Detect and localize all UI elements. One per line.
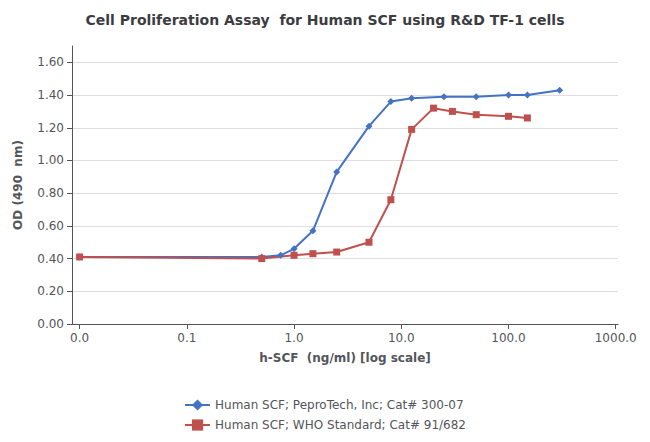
svg-text:h-SCF (ng/ml) [log scale]: h-SCF (ng/ml) [log scale] [259,351,431,365]
svg-text:0.80: 0.80 [37,186,64,200]
svg-text:1.00: 1.00 [37,153,64,167]
svg-text:100.0: 100.0 [491,331,525,345]
svg-text:0.00: 0.00 [37,317,64,331]
svg-text:0.40: 0.40 [37,252,64,266]
svg-text:10.0: 10.0 [388,331,415,345]
svg-text:Human SCF; PeproTech, Inc; Cat: Human SCF; PeproTech, Inc; Cat# 300-07 [215,398,464,412]
svg-text:1.0: 1.0 [284,331,303,345]
svg-text:Human SCF; WHO Standard; Cat#: Human SCF; WHO Standard; Cat# 91/682 [215,418,466,432]
svg-text:0.60: 0.60 [37,219,64,233]
svg-text:1.40: 1.40 [37,88,64,102]
svg-text:1.60: 1.60 [37,55,64,69]
svg-text:0.20: 0.20 [37,284,64,298]
svg-text:1.20: 1.20 [37,121,64,135]
svg-text:OD (490 nm): OD (490 nm) [11,140,25,230]
svg-text:0.0: 0.0 [70,331,89,345]
svg-text:1000.0: 1000.0 [595,331,637,345]
svg-text:0.1: 0.1 [177,331,196,345]
svg-text:Cell Proliferation Assay for: Cell Proliferation Assay for Human SCF u… [85,12,564,28]
